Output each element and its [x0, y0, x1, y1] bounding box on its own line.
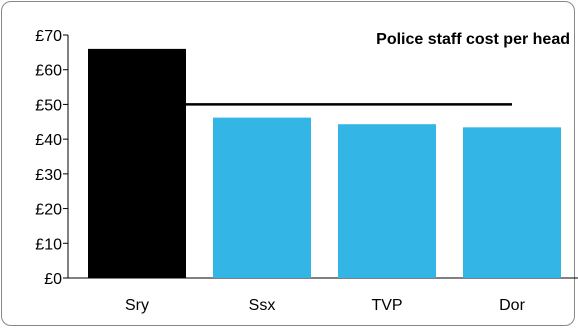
- y-tick-label: £40: [35, 132, 62, 149]
- x-tick-label: Dor: [499, 297, 525, 314]
- y-tick-label: £30: [35, 167, 62, 184]
- x-tick-label: Sry: [125, 297, 149, 314]
- y-tick-label: £0: [44, 271, 62, 288]
- x-tick-label: Ssx: [249, 297, 276, 314]
- y-tick-label: £10: [35, 236, 62, 253]
- bars: [88, 48, 561, 279]
- chart-title: Police staff cost per head: [376, 31, 570, 48]
- y-tick-label: £50: [35, 97, 62, 114]
- y-axis: £0 £10 £20 £30 £40 £50 £60 £70: [35, 28, 578, 288]
- bar-sry: [88, 48, 186, 279]
- x-tick-label: TVP: [371, 297, 402, 314]
- y-tick-label: £70: [35, 28, 62, 45]
- x-axis-labels: Sry Ssx TVP Dor: [125, 297, 526, 314]
- bar-tvp: [338, 124, 436, 278]
- bar-dor: [463, 127, 561, 278]
- y-tick-label: £20: [35, 202, 62, 219]
- y-tick-label: £60: [35, 63, 62, 80]
- bar-ssx: [213, 117, 311, 279]
